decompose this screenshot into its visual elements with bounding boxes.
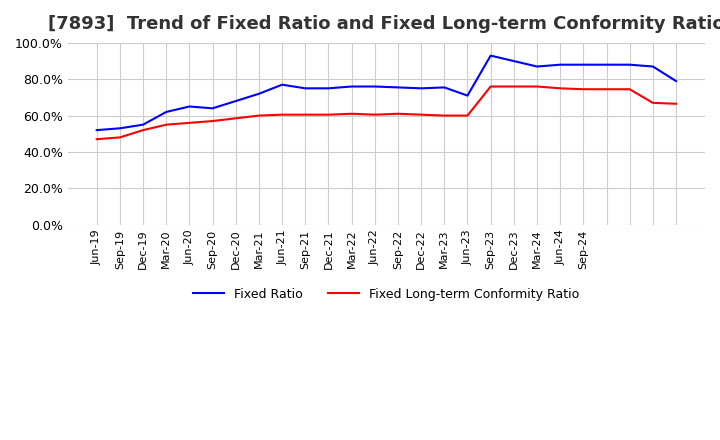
Fixed Long-term Conformity Ratio [626,87,634,92]
Fixed Ratio [394,85,402,90]
Fixed Ratio [417,86,426,91]
Fixed Ratio [301,86,310,91]
Fixed Ratio [185,104,194,109]
Fixed Long-term Conformity Ratio [255,113,264,118]
Fixed Long-term Conformity Ratio [115,135,124,140]
Fixed Long-term Conformity Ratio [533,84,541,89]
Fixed Long-term Conformity Ratio [463,113,472,118]
Line: Fixed Long-term Conformity Ratio: Fixed Long-term Conformity Ratio [96,87,676,139]
Fixed Long-term Conformity Ratio [672,101,680,106]
Fixed Long-term Conformity Ratio [579,87,588,92]
Fixed Ratio [162,109,171,114]
Fixed Ratio [672,78,680,84]
Fixed Ratio [231,99,240,104]
Title: [7893]  Trend of Fixed Ratio and Fixed Long-term Conformity Ratio: [7893] Trend of Fixed Ratio and Fixed Lo… [48,15,720,33]
Fixed Long-term Conformity Ratio [278,112,287,117]
Fixed Ratio [324,86,333,91]
Fixed Ratio [139,122,148,127]
Fixed Long-term Conformity Ratio [394,111,402,117]
Legend: Fixed Ratio, Fixed Long-term Conformity Ratio: Fixed Ratio, Fixed Long-term Conformity … [188,282,585,306]
Fixed Ratio [440,85,449,90]
Fixed Long-term Conformity Ratio [324,112,333,117]
Fixed Long-term Conformity Ratio [185,120,194,125]
Fixed Ratio [579,62,588,67]
Fixed Ratio [486,53,495,58]
Fixed Long-term Conformity Ratio [162,122,171,127]
Fixed Long-term Conformity Ratio [301,112,310,117]
Fixed Ratio [92,128,101,133]
Fixed Ratio [115,126,124,131]
Fixed Ratio [255,91,264,96]
Fixed Long-term Conformity Ratio [556,86,564,91]
Fixed Long-term Conformity Ratio [208,118,217,124]
Fixed Ratio [533,64,541,69]
Fixed Ratio [510,59,518,64]
Fixed Ratio [347,84,356,89]
Fixed Ratio [602,62,611,67]
Fixed Long-term Conformity Ratio [231,116,240,121]
Fixed Ratio [371,84,379,89]
Fixed Ratio [649,64,657,69]
Fixed Long-term Conformity Ratio [602,87,611,92]
Fixed Long-term Conformity Ratio [486,84,495,89]
Fixed Ratio [626,62,634,67]
Fixed Ratio [556,62,564,67]
Fixed Long-term Conformity Ratio [139,128,148,133]
Fixed Long-term Conformity Ratio [510,84,518,89]
Fixed Long-term Conformity Ratio [440,113,449,118]
Fixed Long-term Conformity Ratio [649,100,657,106]
Fixed Ratio [208,106,217,111]
Fixed Long-term Conformity Ratio [347,111,356,117]
Fixed Long-term Conformity Ratio [92,136,101,142]
Fixed Long-term Conformity Ratio [371,112,379,117]
Line: Fixed Ratio: Fixed Ratio [96,55,676,130]
Fixed Ratio [463,93,472,98]
Fixed Long-term Conformity Ratio [417,112,426,117]
Fixed Ratio [278,82,287,87]
